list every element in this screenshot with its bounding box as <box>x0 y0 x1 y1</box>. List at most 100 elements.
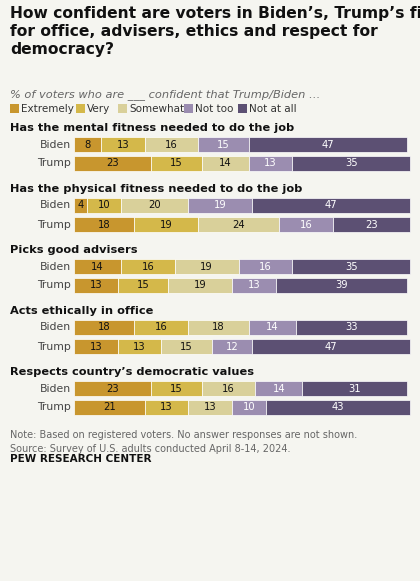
Text: 15: 15 <box>170 159 183 168</box>
Bar <box>74 137 101 152</box>
Text: 47: 47 <box>325 200 337 210</box>
Text: 12: 12 <box>226 342 238 352</box>
Bar <box>74 320 134 335</box>
Bar <box>238 104 247 113</box>
Text: PEW RESEARCH CENTER: PEW RESEARCH CENTER <box>10 454 152 464</box>
Bar <box>74 156 151 171</box>
Text: Note: Based on registered voters. No answer responses are not shown.
Source: Sur: Note: Based on registered voters. No ans… <box>10 430 357 454</box>
Text: Extremely: Extremely <box>21 103 74 113</box>
Bar <box>249 137 407 152</box>
Bar <box>296 320 407 335</box>
Bar <box>239 259 292 274</box>
Bar <box>276 278 407 293</box>
Text: Respects country’s democratic values: Respects country’s democratic values <box>10 367 254 377</box>
Bar <box>74 400 144 415</box>
Bar <box>151 381 202 396</box>
Text: 18: 18 <box>98 322 110 332</box>
Text: 18: 18 <box>212 322 225 332</box>
Bar <box>74 381 151 396</box>
Text: Has the physical fitness needed to do the job: Has the physical fitness needed to do th… <box>10 184 302 194</box>
Bar <box>74 339 118 354</box>
Text: Acts ethically in office: Acts ethically in office <box>10 306 153 316</box>
Text: 19: 19 <box>194 281 206 290</box>
Bar <box>118 339 161 354</box>
Text: 13: 13 <box>89 342 102 352</box>
Bar <box>232 278 276 293</box>
Text: 20: 20 <box>148 200 161 210</box>
Bar <box>161 339 212 354</box>
Bar <box>74 259 121 274</box>
Bar <box>134 217 198 232</box>
Text: 4: 4 <box>78 200 84 210</box>
Bar <box>121 259 175 274</box>
Text: 13: 13 <box>133 342 146 352</box>
Bar <box>101 137 144 152</box>
Text: 35: 35 <box>345 159 357 168</box>
Text: 16: 16 <box>155 322 168 332</box>
Text: Biden: Biden <box>40 261 71 271</box>
Text: 19: 19 <box>160 220 173 229</box>
Bar <box>118 104 127 113</box>
Bar <box>188 320 249 335</box>
Text: 24: 24 <box>232 220 245 229</box>
Text: 10: 10 <box>242 403 255 413</box>
Text: 35: 35 <box>345 261 357 271</box>
Bar <box>249 156 292 171</box>
Text: 19: 19 <box>214 200 226 210</box>
Text: 15: 15 <box>136 281 149 290</box>
Text: Not at all: Not at all <box>249 103 297 113</box>
Bar <box>265 400 410 415</box>
Text: Biden: Biden <box>40 139 71 149</box>
Text: 23: 23 <box>106 159 119 168</box>
Text: 14: 14 <box>91 261 104 271</box>
Text: 33: 33 <box>345 322 357 332</box>
Text: 47: 47 <box>321 139 334 149</box>
Bar <box>188 198 252 213</box>
Bar <box>151 156 202 171</box>
Text: 14: 14 <box>266 322 278 332</box>
Text: Somewhat: Somewhat <box>129 103 184 113</box>
Bar <box>118 278 168 293</box>
Text: 13: 13 <box>89 281 102 290</box>
Bar <box>175 259 239 274</box>
Bar <box>279 217 333 232</box>
Bar <box>74 217 134 232</box>
Text: 8: 8 <box>84 139 91 149</box>
Bar <box>198 137 249 152</box>
Text: 14: 14 <box>219 159 231 168</box>
Bar <box>188 400 232 415</box>
Text: 15: 15 <box>217 139 230 149</box>
Text: 16: 16 <box>299 220 312 229</box>
Bar <box>202 381 255 396</box>
Text: 23: 23 <box>365 220 378 229</box>
Text: 19: 19 <box>200 261 213 271</box>
Bar <box>184 104 193 113</box>
Bar <box>249 320 296 335</box>
Text: 18: 18 <box>98 220 110 229</box>
Text: Has the mental fitness needed to do the job: Has the mental fitness needed to do the … <box>10 123 294 133</box>
Text: 15: 15 <box>180 342 193 352</box>
Text: Trump: Trump <box>37 220 71 229</box>
Text: 31: 31 <box>348 383 361 393</box>
Bar <box>302 381 407 396</box>
Text: Biden: Biden <box>40 200 71 210</box>
Bar <box>292 259 410 274</box>
Text: Trump: Trump <box>37 159 71 168</box>
Bar <box>202 156 249 171</box>
Text: 14: 14 <box>273 383 285 393</box>
Bar <box>255 381 302 396</box>
Text: 39: 39 <box>335 281 347 290</box>
Bar <box>76 104 85 113</box>
Text: Trump: Trump <box>37 403 71 413</box>
Bar <box>292 156 410 171</box>
Bar <box>252 198 410 213</box>
Text: Not too: Not too <box>195 103 234 113</box>
Text: 43: 43 <box>331 403 344 413</box>
Text: 16: 16 <box>142 261 154 271</box>
Text: % of voters who are ___ confident that Trump/Biden …: % of voters who are ___ confident that T… <box>10 89 320 100</box>
Text: 13: 13 <box>160 403 173 413</box>
Text: Picks good advisers: Picks good advisers <box>10 245 137 255</box>
Bar <box>87 198 121 213</box>
Bar <box>168 278 232 293</box>
Text: 13: 13 <box>264 159 277 168</box>
